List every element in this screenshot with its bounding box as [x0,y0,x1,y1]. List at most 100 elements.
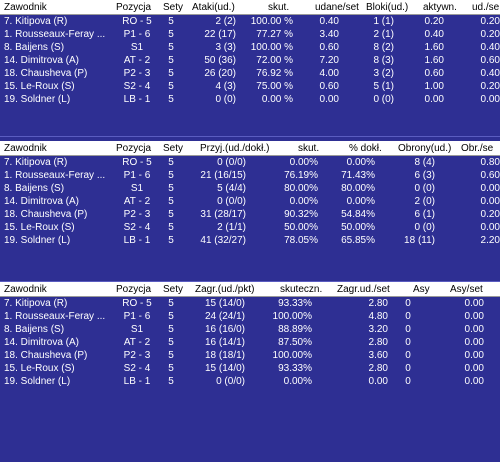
cell-player: 19. Soldner (L) [4,235,71,246]
cell-sets: 5 [168,170,174,181]
cell-v1: 24 (24/1) [204,311,245,322]
cell-v1: 2 (1/1) [217,222,246,233]
cell-v3: 65.85% [341,235,375,246]
col-header-accuracy[interactable]: % dokł. [349,143,382,154]
cell-v2: 90.32% [284,209,318,220]
cell-v2: 0.00% [289,157,318,168]
cell-v2: 100.00% [272,350,312,361]
cell-v5: 0.00 [464,324,484,335]
table-row[interactable]: 19. Soldner (L) LB - 1 5 0 (0/0) 0.00% 0.00 0 0… [0,375,500,388]
cell-sets: 5 [168,94,174,105]
cell-sets: 5 [168,81,174,92]
col-header-eff[interactable]: skuteczn. [280,284,323,295]
col-header-blocks[interactable]: Bloki(ud.) [366,2,409,13]
cell-v1: 22 (17) [204,29,236,40]
col-header-aces-per-set[interactable]: Asy/set [450,284,483,295]
table-row[interactable]: 19. Soldner (L) LB - 1 5 0 (0) 0.00 % 0.00 0 (… [0,93,500,106]
table-row[interactable]: 18. Chausheva (P) P2 - 3 5 18 (18/1) 100.00%… [0,349,500,362]
table-row[interactable]: 19. Soldner (L) LB - 1 5 41 (32/27) 78.05% 65… [0,234,500,247]
table-row[interactable]: 15. Le-Roux (S) S2 - 4 5 15 (14/0) 93.33% 2.8… [0,362,500,375]
col-header-serves-per-set[interactable]: Zagr.ud./set [337,284,390,295]
cell-sets: 5 [168,363,174,374]
table-row[interactable]: 15. Le-Roux (S) S2 - 4 5 4 (3) 75.00 % 0.60 5 … [0,80,500,93]
cell-v3: 0.00% [346,157,375,168]
cell-v5: 0.20 [480,209,500,220]
col-header-position[interactable]: Pozycja [116,143,152,154]
table-row[interactable]: 7. Kitipova (R) RO - 5 5 0 (0/0) 0.00% 0.00% 8… [0,156,500,169]
col-header-receptions[interactable]: Przyj.(ud./dokł.) [200,143,270,154]
cell-v5: 0.00 [480,222,500,233]
cell-v2: 77.27 % [256,29,293,40]
cell-sets: 5 [168,209,174,220]
table-row[interactable]: 18. Chausheva (P) P2 - 3 5 26 (20) 76.92 % 4.… [0,67,500,80]
col-header-sets[interactable]: Sety [163,143,184,154]
cell-v4: 3 (2) [373,68,394,79]
table-row[interactable]: 8. Baijens (S) S1 5 3 (3) 100.00 % 0.60 8 (2) 1… [0,41,500,54]
col-header-player[interactable]: Zawodnik [4,284,47,295]
cell-position: RO - 5 [122,16,152,27]
cell-sets: 5 [168,324,174,335]
table-row[interactable]: 1. Rousseaux-Feray ... P1 - 6 5 24 (24/1) 10… [0,310,500,323]
cell-position: LB - 1 [123,376,151,387]
cell-v1: 50 (36) [204,55,236,66]
col-header-active[interactable]: aktywn. [423,2,457,13]
cell-v1: 4 (3) [215,81,236,92]
cell-v2: 0.00% [283,376,312,387]
col-header-player[interactable]: Zawodnik [4,143,47,154]
col-header-position[interactable]: Pozycja [116,284,152,295]
cell-v4: 8 (2) [373,42,394,53]
cell-player: 1. Rousseaux-Feray ... [4,29,106,40]
cell-v4: 2 (0) [414,196,435,207]
cell-sets: 5 [168,29,174,40]
col-header-position[interactable]: Pozycja [116,2,152,13]
cell-v5: 0.00 [480,183,500,194]
table-row[interactable]: 18. Chausheva (P) P2 - 3 5 31 (28/17) 90.32%… [0,208,500,221]
table-row[interactable]: 15. Le-Roux (S) S2 - 4 5 2 (1/1) 50.00% 50.00… [0,221,500,234]
cell-v2: 87.50% [278,337,312,348]
table-row[interactable]: 14. Dimitrova (A) AT - 2 5 16 (14/1) 87.50% 2… [0,336,500,349]
cell-v5: 1.60 [424,55,444,66]
cell-v2: 100.00% [272,311,312,322]
cell-v1: 16 (14/1) [204,337,245,348]
col-header-eff[interactable]: skut. [268,2,290,13]
col-header-blocks-per-set[interactable]: ud./se [472,2,500,13]
col-header-aces[interactable]: Asy [413,284,430,295]
cell-position: AT - 2 [123,196,151,207]
col-header-digs[interactable]: Obrony(ud.) [398,143,452,154]
cell-player: 14. Dimitrova (A) [4,55,80,66]
table-row[interactable]: 8. Baijens (S) S1 5 16 (16/0) 88.89% 3.20 0 0.0… [0,323,500,336]
cell-v3: 3.40 [319,29,339,40]
cell-v1: 18 (18/1) [204,350,245,361]
table-row[interactable]: 14. Dimitrova (A) AT - 2 5 0 (0/0) 0.00% 0.00… [0,195,500,208]
cell-sets: 5 [168,183,174,194]
cell-v4: 8 (4) [414,157,435,168]
table-row[interactable]: 7. Kitipova (R) RO - 5 5 15 (14/0) 93.33% 2.8… [0,297,500,310]
table-row[interactable]: 1. Rousseaux-Feray ... P1 - 6 5 21 (16/15) 7… [0,169,500,182]
cell-player: 1. Rousseaux-Feray ... [4,311,106,322]
cell-v4: 6 (1) [414,209,435,220]
col-header-player[interactable]: Zawodnik [4,2,47,13]
cell-v1: 5 (4/4) [217,183,246,194]
cell-v4: 0 (0) [414,183,435,194]
cell-v2: 100.00 % [250,16,293,27]
col-header-sets[interactable]: Sety [163,284,184,295]
cell-sets: 5 [168,55,174,66]
cell-v3: 0.00% [346,196,375,207]
col-header-eff[interactable]: skut. [298,143,320,154]
cell-v4: 0 [405,298,411,309]
table-row[interactable]: 7. Kitipova (R) RO - 5 5 2 (2) 100.00 % 0.40 1… [0,15,500,28]
cell-v3: 4.00 [319,68,339,79]
col-header-serves[interactable]: Zagr.(ud./pkt) [195,284,255,295]
cell-v5: 0.00 [464,363,484,374]
col-header-per-set[interactable]: udane/set [315,2,359,13]
table-row[interactable]: 8. Baijens (S) S1 5 5 (4/4) 80.00% 80.00% 0 (0… [0,182,500,195]
cell-player: 15. Le-Roux (S) [4,222,75,233]
col-header-attacks[interactable]: Ataki(ud.) [192,2,235,13]
col-header-digs-per-set[interactable]: Obr./se [461,143,494,154]
cell-v1: 0 (0/0) [217,196,246,207]
cell-position: S2 - 4 [123,222,151,233]
table-row[interactable]: 14. Dimitrova (A) AT - 2 5 50 (36) 72.00 % 7.… [0,54,500,67]
col-header-sets[interactable]: Sety [163,2,184,13]
table-row[interactable]: 1. Rousseaux-Feray ... P1 - 6 5 22 (17) 77.2… [0,28,500,41]
cell-v1: 0 (0/0) [216,376,245,387]
